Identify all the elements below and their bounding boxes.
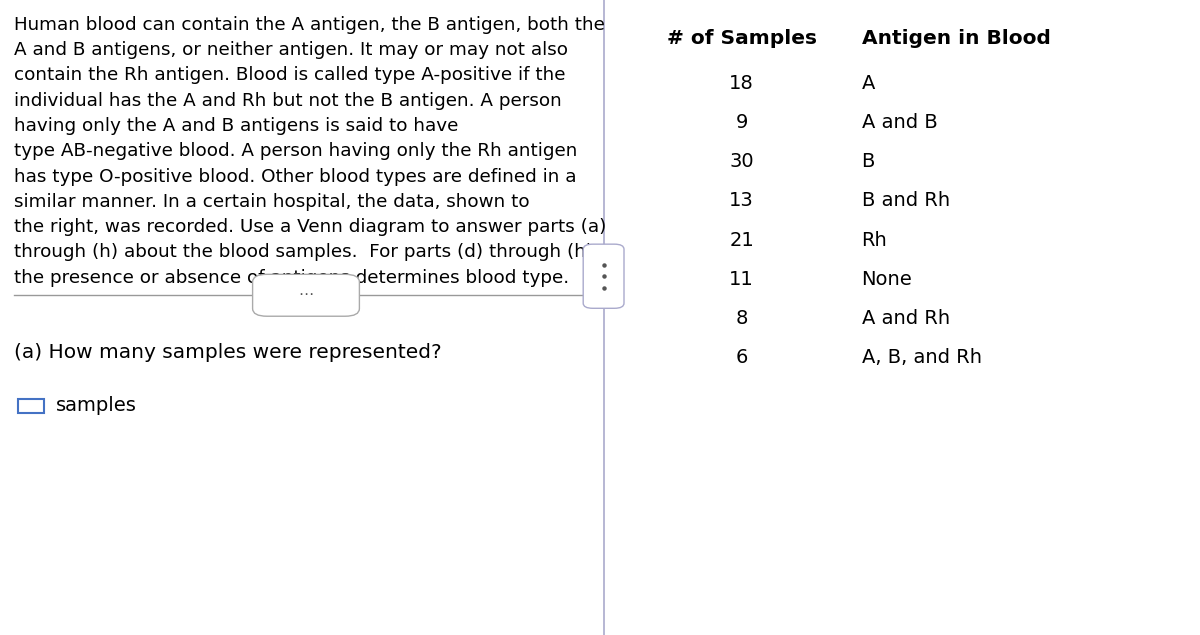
Text: None: None (862, 269, 912, 288)
Text: 11: 11 (730, 269, 754, 288)
Text: A and B: A and B (862, 113, 937, 132)
Text: Rh: Rh (862, 231, 887, 250)
Text: 21: 21 (730, 231, 754, 250)
Text: 9: 9 (736, 113, 748, 132)
Text: samples: samples (56, 396, 137, 415)
Text: # of Samples: # of Samples (667, 29, 817, 48)
Text: 30: 30 (730, 152, 754, 171)
Text: A, B, and Rh: A, B, and Rh (862, 347, 982, 366)
Text: Human blood can contain the A antigen, the B antigen, both the
A and B antigens,: Human blood can contain the A antigen, t… (14, 16, 607, 286)
Text: B and Rh: B and Rh (862, 192, 949, 210)
Text: Antigen in Blood: Antigen in Blood (862, 29, 1050, 48)
Text: 6: 6 (736, 347, 748, 366)
FancyBboxPatch shape (583, 244, 624, 309)
Text: 13: 13 (730, 192, 754, 210)
Text: 18: 18 (730, 74, 754, 93)
FancyBboxPatch shape (18, 399, 44, 413)
FancyBboxPatch shape (253, 274, 360, 316)
Text: B: B (862, 152, 875, 171)
Text: A: A (862, 74, 875, 93)
Text: (a) How many samples were represented?: (a) How many samples were represented? (14, 343, 442, 362)
Text: 8: 8 (736, 309, 748, 328)
Text: ⋯: ⋯ (299, 287, 313, 302)
Text: A and Rh: A and Rh (862, 309, 949, 328)
